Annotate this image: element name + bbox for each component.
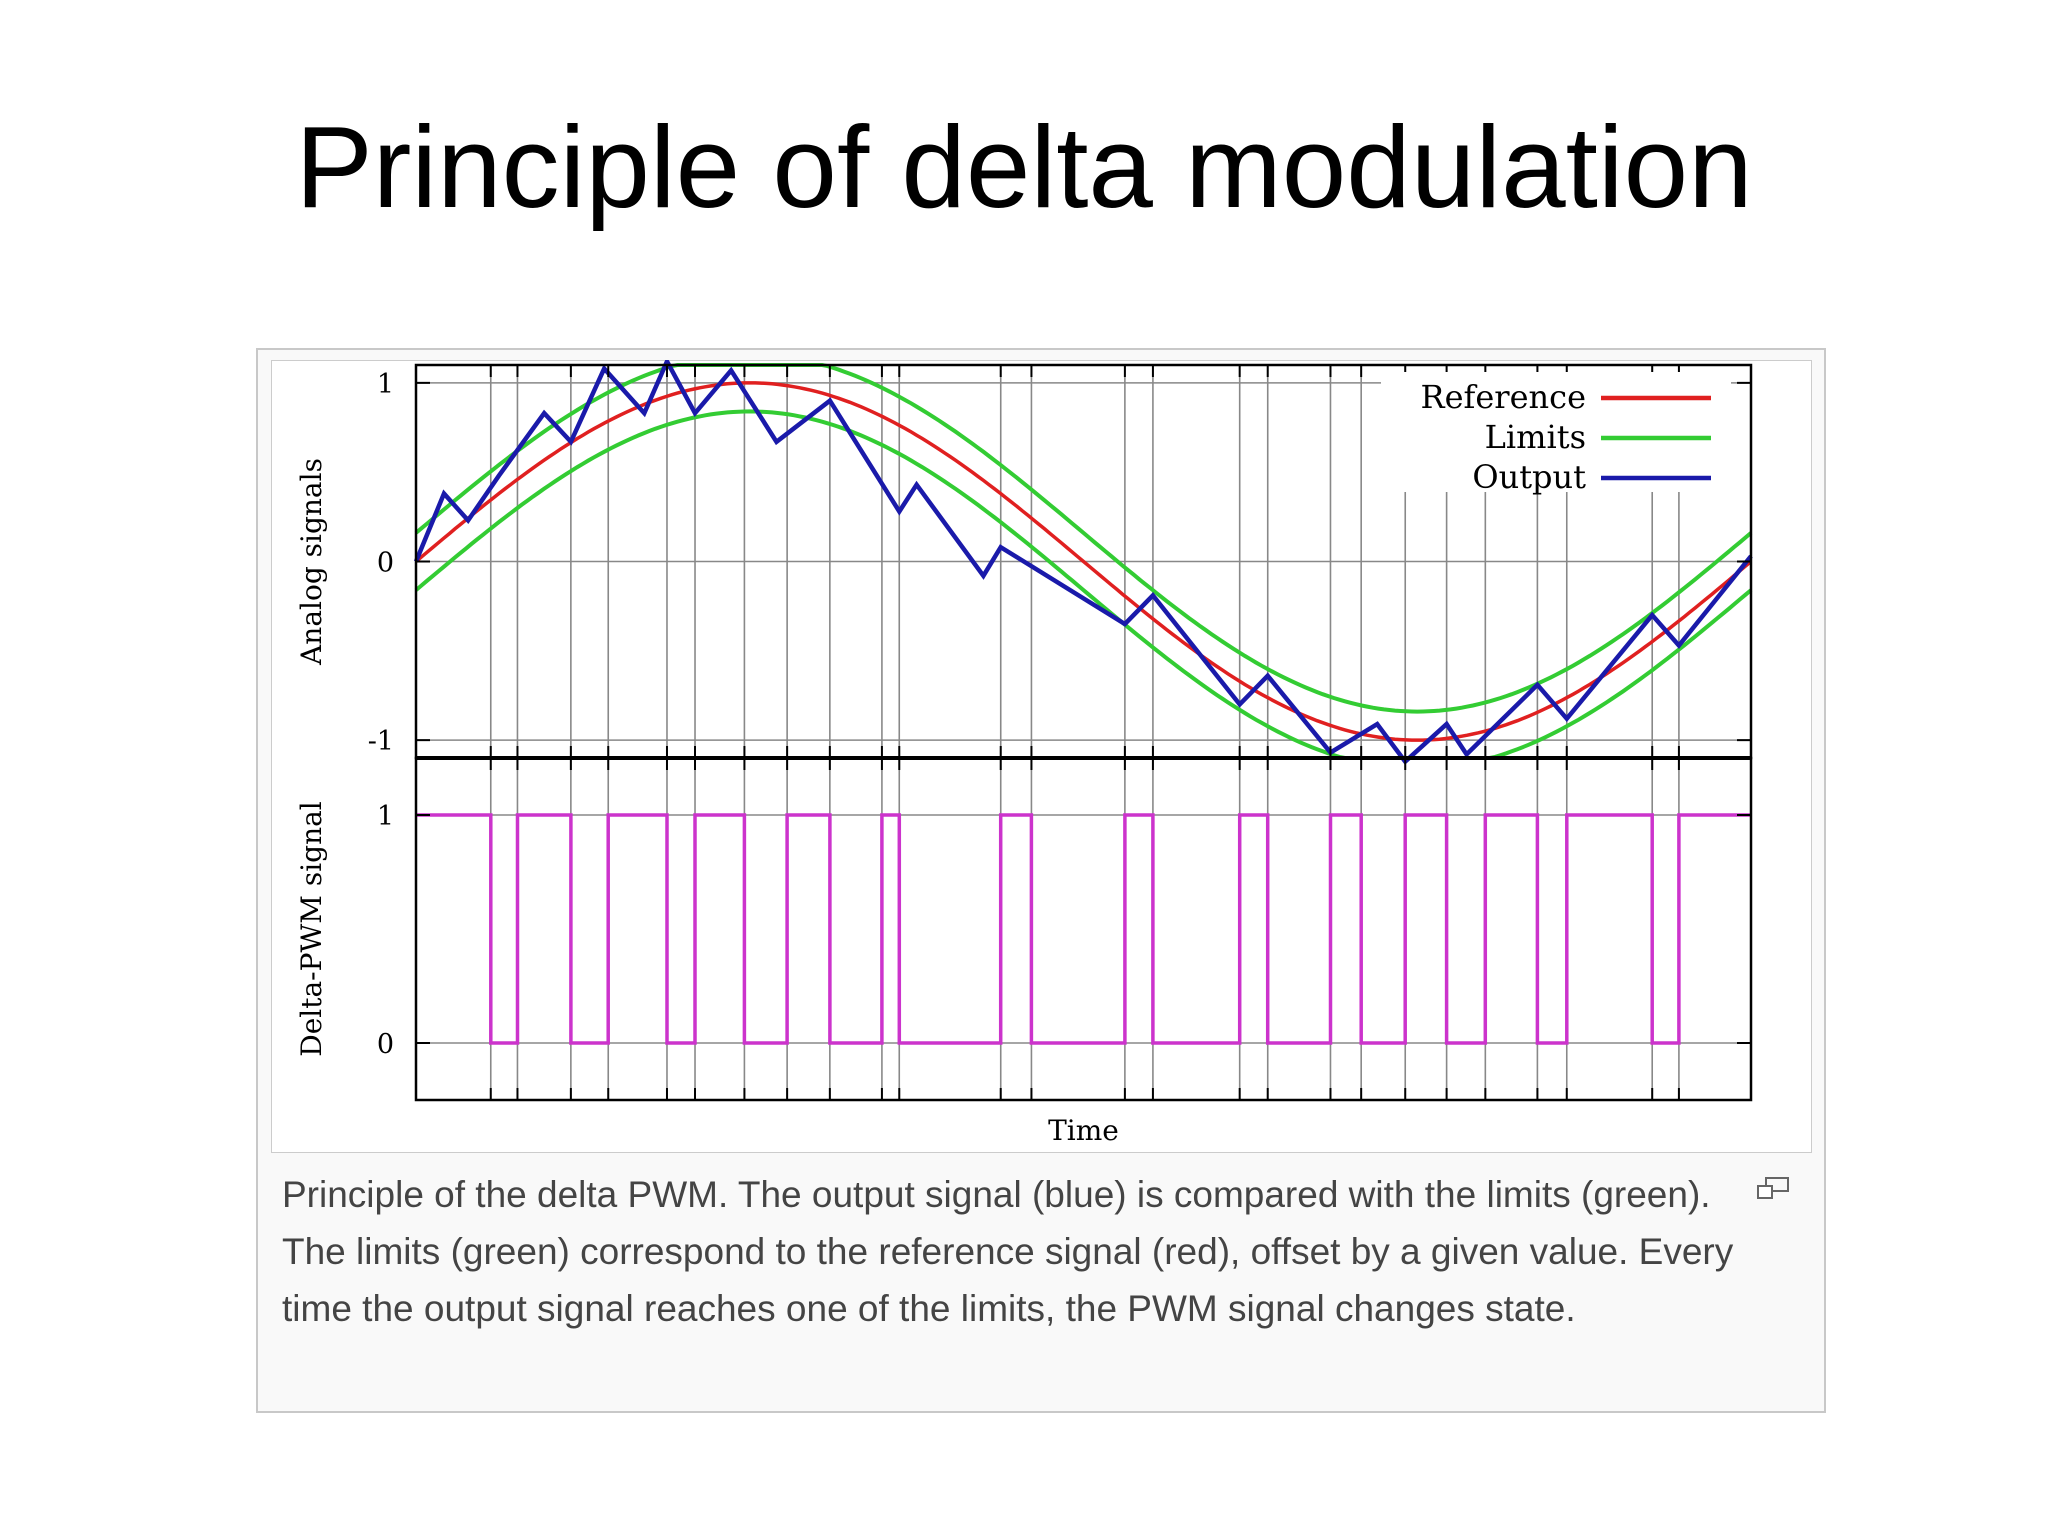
limits-lower-line [414, 409, 1753, 760]
output-line [413, 360, 1753, 765]
legend-label: Limits [1485, 418, 1586, 456]
pwm-signal-line [416, 813, 1751, 1045]
series-layer [413, 360, 1753, 1045]
y-axis-label-bottom: Delta-PWM signal [295, 801, 328, 1057]
x-axis-label: Time [1048, 1114, 1119, 1147]
axis-layer: 1 0 -1 1 0 Analog signals Delta-PWM signal Time [295, 363, 1753, 1147]
limits-upper-line [414, 363, 1753, 714]
slide-title: Principle of delta modulation [295, 102, 1753, 232]
figure-caption: Principle of the delta PWM. The output s… [282, 1174, 1734, 1329]
legend-label: Output [1472, 458, 1586, 496]
legend-label: Reference [1420, 378, 1586, 416]
bottom-panel-frame [414, 756, 1753, 1102]
y-tick-label-top: -1 [368, 726, 394, 757]
delta-pwm-chart: 1 0 -1 1 0 Analog signals Delta-PWM signal Time… [295, 360, 1753, 1147]
y-tick-label-top: 1 [377, 369, 394, 400]
y-tick-label-bottom: 1 [377, 801, 394, 832]
enlarge-icon[interactable] [1755, 1175, 1791, 1203]
y-axis-label-top: Analog signals [295, 458, 328, 666]
y-tick-label-top: 0 [377, 548, 394, 579]
legend-background [1381, 372, 1731, 492]
y-tick-label-bottom: 0 [377, 1029, 394, 1060]
